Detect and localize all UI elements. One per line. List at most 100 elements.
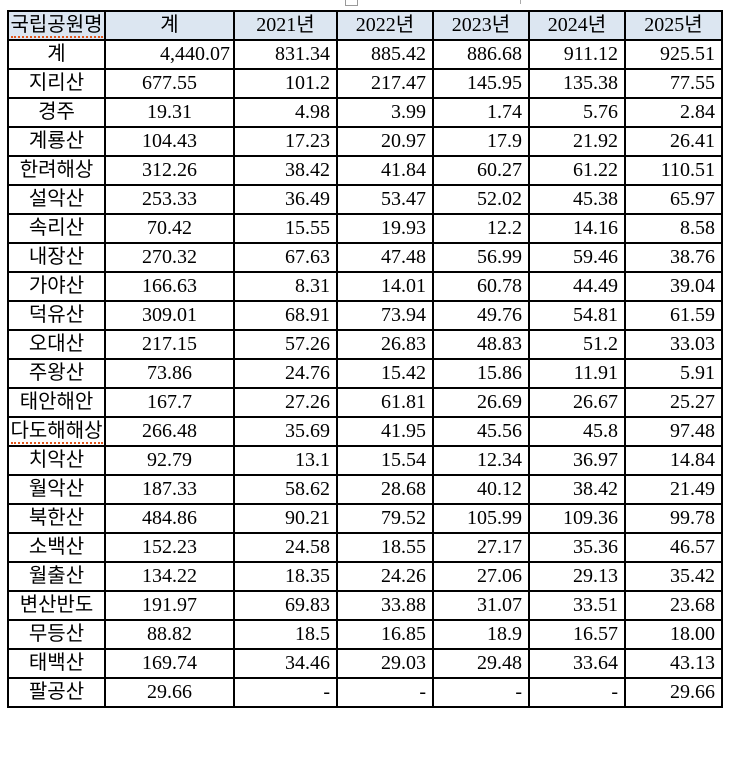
year-value-cell: 18.9 bbox=[432, 619, 530, 650]
park-name-cell: 팔공산 bbox=[7, 677, 106, 708]
year-value-cell: 24.26 bbox=[336, 561, 434, 592]
total-value-cell: 134.22 bbox=[104, 561, 235, 592]
park-name-label: 지리산 bbox=[28, 72, 85, 94]
table-row: 덕유산 309.01 68.91 73.94 49.76 54.81 61.59 bbox=[7, 300, 723, 331]
table-row: 설악산 253.33 36.49 53.47 52.02 45.38 65.97 bbox=[7, 184, 723, 215]
park-name-cell: 속리산 bbox=[7, 213, 106, 244]
table-row: 가야산 166.63 8.31 14.01 60.78 44.49 39.04 bbox=[7, 271, 723, 302]
total-value-cell: 73.86 bbox=[104, 358, 235, 389]
year-value-cell: 33.51 bbox=[528, 590, 626, 621]
table-row: 주왕산 73.86 24.76 15.42 15.86 11.91 5.91 bbox=[7, 358, 723, 389]
park-name-label: 소백산 bbox=[28, 536, 85, 558]
year-value-cell: 38.76 bbox=[624, 242, 723, 273]
year-value-cell: 35.42 bbox=[624, 561, 723, 592]
park-name-label: 속리산 bbox=[28, 217, 85, 239]
year-value-cell: 14.16 bbox=[528, 213, 626, 244]
year-value-cell: 29.13 bbox=[528, 561, 626, 592]
year-value-cell: 24.76 bbox=[233, 358, 338, 389]
year-value-cell: 24.58 bbox=[233, 532, 338, 563]
year-value-cell: 61.22 bbox=[528, 155, 626, 186]
total-value-cell: 187.33 bbox=[104, 474, 235, 505]
year-value-cell: 29.48 bbox=[432, 648, 530, 679]
park-name-cell: 다도해해상 bbox=[7, 416, 106, 447]
park-name-label: 태안해안 bbox=[19, 391, 94, 413]
year-value-cell: 885.42 bbox=[336, 39, 434, 70]
total-value-cell: 152.23 bbox=[104, 532, 235, 563]
year-value-cell: 27.17 bbox=[432, 532, 530, 563]
year-value-cell: 40.12 bbox=[432, 474, 530, 505]
total-value-cell: 166.63 bbox=[104, 271, 235, 302]
year-value-cell: 44.49 bbox=[528, 271, 626, 302]
table-row: 계 4,440.07 831.34 885.42 886.68 911.12 925.51 bbox=[7, 39, 723, 70]
park-name-cell: 덕유산 bbox=[7, 300, 106, 331]
year-value-cell: 110.51 bbox=[624, 155, 723, 186]
park-name-label: 다도해해상 bbox=[10, 420, 103, 444]
year-value-cell: 3.99 bbox=[336, 97, 434, 128]
column-header-label: 2024년 bbox=[547, 14, 607, 36]
year-value-cell: 26.67 bbox=[528, 387, 626, 418]
year-value-cell: - bbox=[528, 677, 626, 708]
year-value-cell: 48.83 bbox=[432, 329, 530, 360]
year-value-cell: 73.94 bbox=[336, 300, 434, 331]
year-value-cell: 34.46 bbox=[233, 648, 338, 679]
total-value-cell: 253.33 bbox=[104, 184, 235, 215]
total-value-cell: 484.86 bbox=[104, 503, 235, 534]
table-row: 월악산 187.33 58.62 28.68 40.12 38.42 21.49 bbox=[7, 474, 723, 505]
park-name-label: 치악산 bbox=[28, 449, 85, 471]
year-value-cell: 15.86 bbox=[432, 358, 530, 389]
park-name-cell: 경주 bbox=[7, 97, 106, 128]
year-value-cell: 15.55 bbox=[233, 213, 338, 244]
table-row: 월출산 134.22 18.35 24.26 27.06 29.13 35.42 bbox=[7, 561, 723, 592]
year-value-cell: 831.34 bbox=[233, 39, 338, 70]
table-row: 변산반도 191.97 69.83 33.88 31.07 33.51 23.68 bbox=[7, 590, 723, 621]
year-value-cell: 38.42 bbox=[233, 155, 338, 186]
column-header: 국립공원명 bbox=[7, 10, 106, 41]
year-value-cell: 8.31 bbox=[233, 271, 338, 302]
year-value-cell: 135.38 bbox=[528, 68, 626, 99]
column-header-label: 2021년 bbox=[256, 14, 315, 36]
year-value-cell: 911.12 bbox=[528, 39, 626, 70]
table-header-row: 국립공원명 계 2021년 2022년 2023년 2024년 2025년 bbox=[7, 10, 723, 41]
year-value-cell: 4.98 bbox=[233, 97, 338, 128]
column-header: 2024년 bbox=[528, 10, 626, 41]
year-value-cell: 49.76 bbox=[432, 300, 530, 331]
year-value-cell: 68.91 bbox=[233, 300, 338, 331]
year-value-cell: 67.63 bbox=[233, 242, 338, 273]
year-value-cell: 886.68 bbox=[432, 39, 530, 70]
park-name-label: 덕유산 bbox=[28, 304, 85, 326]
year-value-cell: 99.78 bbox=[624, 503, 723, 534]
year-value-cell: 65.97 bbox=[624, 184, 723, 215]
table-row: 속리산 70.42 15.55 19.93 12.2 14.16 8.58 bbox=[7, 213, 723, 244]
cropped-artifact-tick bbox=[520, 0, 521, 4]
total-value-cell: 167.7 bbox=[104, 387, 235, 418]
year-value-cell: 39.04 bbox=[624, 271, 723, 302]
table-row: 한려해상 312.26 38.42 41.84 60.27 61.22 110.51 bbox=[7, 155, 723, 186]
year-value-cell: 145.95 bbox=[432, 68, 530, 99]
year-value-cell: 925.51 bbox=[624, 39, 723, 70]
year-value-cell: 57.26 bbox=[233, 329, 338, 360]
park-name-cell: 월출산 bbox=[7, 561, 106, 592]
year-value-cell: 14.01 bbox=[336, 271, 434, 302]
year-value-cell: - bbox=[336, 677, 434, 708]
total-value-cell: 19.31 bbox=[104, 97, 235, 128]
year-value-cell: 8.58 bbox=[624, 213, 723, 244]
year-value-cell: 18.55 bbox=[336, 532, 434, 563]
table-row: 계룡산 104.43 17.23 20.97 17.9 21.92 26.41 bbox=[7, 126, 723, 157]
year-value-cell: 51.2 bbox=[528, 329, 626, 360]
year-value-cell: 52.02 bbox=[432, 184, 530, 215]
park-name-label: 한려해상 bbox=[19, 159, 94, 181]
park-name-cell: 한려해상 bbox=[7, 155, 106, 186]
year-value-cell: - bbox=[432, 677, 530, 708]
column-header: 2025년 bbox=[624, 10, 723, 41]
park-name-label: 설악산 bbox=[28, 188, 85, 210]
year-value-cell: 45.38 bbox=[528, 184, 626, 215]
year-value-cell: 26.83 bbox=[336, 329, 434, 360]
total-value-cell: 88.82 bbox=[104, 619, 235, 650]
year-value-cell: 61.59 bbox=[624, 300, 723, 331]
year-value-cell: 33.03 bbox=[624, 329, 723, 360]
park-name-label: 월출산 bbox=[28, 565, 85, 587]
year-value-cell: 12.34 bbox=[432, 445, 530, 476]
year-value-cell: 11.91 bbox=[528, 358, 626, 389]
table-row: 지리산 677.55 101.2 217.47 145.95 135.38 77.55 bbox=[7, 68, 723, 99]
